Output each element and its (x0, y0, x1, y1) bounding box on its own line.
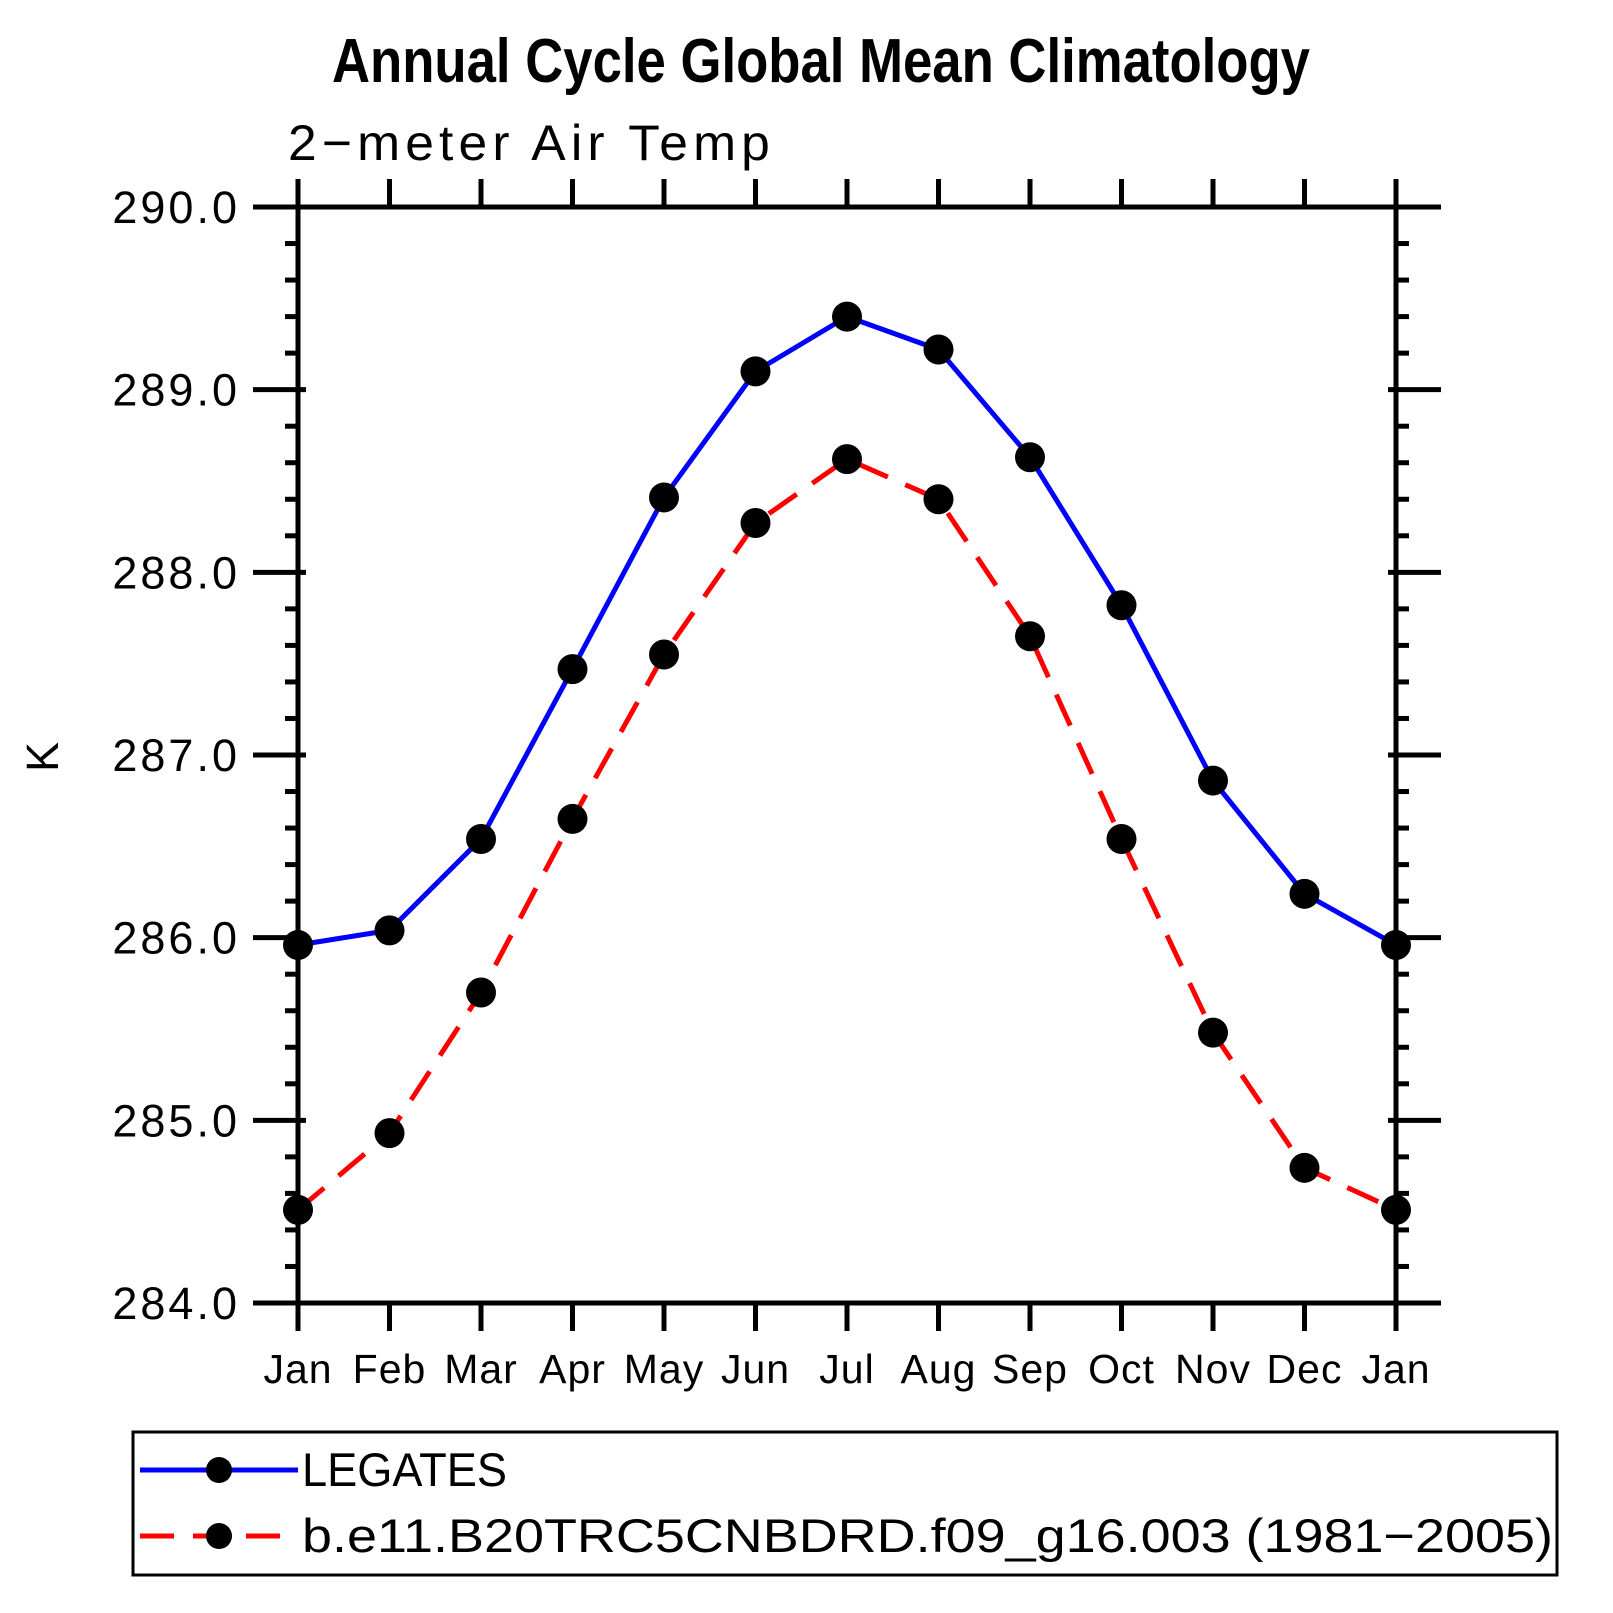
data-point (923, 334, 954, 365)
series-line-1 (296, 456, 1398, 1213)
data-point (1289, 878, 1320, 909)
data-point (557, 654, 588, 685)
legend: LEGATES b.e11.B20TRC5CNBDRD.f09_g16.003 (… (131, 1430, 1559, 1577)
data-point (649, 482, 679, 513)
legend-marker (206, 1457, 232, 1483)
x-tick-label: Jan (263, 1346, 332, 1392)
data-point (1106, 590, 1137, 621)
x-tick-label: Sep (992, 1346, 1068, 1392)
data-point (740, 356, 771, 387)
y-tick-label: 286.0 (112, 913, 240, 964)
series-line-0 (297, 314, 1398, 948)
x-tick-label: Nov (1175, 1346, 1251, 1392)
data-point (283, 1194, 313, 1225)
axes-layer: Jan Feb Mar Apr May Jun Jul Aug Sep Oct Nov Dec Jan 2… (112, 179, 1441, 1392)
x-tick-label: Apr (539, 1346, 606, 1392)
x-tick-label: Jun (721, 1346, 790, 1392)
data-point (1381, 1194, 1411, 1225)
y-tick-label: 289.0 (112, 365, 240, 416)
x-tick-label: Mar (444, 1346, 518, 1392)
legend-label: LEGATES (302, 1443, 507, 1496)
legend-marker (206, 1523, 232, 1549)
data-point (466, 977, 496, 1008)
y-tick-label: 285.0 (112, 1095, 240, 1146)
data-point (1198, 1017, 1228, 1048)
data-point (1381, 929, 1411, 960)
data-point (466, 824, 496, 855)
x-tick-label: Aug (901, 1346, 977, 1392)
data-point (740, 508, 771, 539)
data-point (1106, 824, 1137, 855)
data-point (1289, 1152, 1320, 1183)
x-tick-label: Feb (353, 1346, 427, 1392)
y-tick-label: 284.0 (112, 1278, 240, 1329)
data-point (649, 639, 679, 670)
data-point (832, 301, 862, 332)
data-point (923, 484, 954, 515)
data-point (832, 444, 862, 475)
x-tick-label: Jan (1361, 1346, 1430, 1392)
x-tick-label: Dec (1267, 1346, 1343, 1392)
x-tick-label: Jul (819, 1346, 874, 1392)
y-axis-label: K (17, 742, 68, 772)
data-point (1198, 765, 1228, 796)
data-point (374, 1118, 405, 1149)
y-tick-label: 288.0 (112, 547, 240, 598)
data-point (557, 803, 588, 834)
series-layer (283, 301, 1411, 1225)
x-tick-label: Oct (1088, 1346, 1155, 1392)
data-point (283, 929, 313, 960)
legend-box (131, 1430, 1559, 1577)
plot-frame (295, 204, 1399, 1306)
chart-title: Annual Cycle Global Mean Climatology (332, 27, 1310, 96)
data-point (374, 915, 405, 946)
x-tick-label: May (624, 1346, 704, 1392)
y-tick-label: 290.0 (112, 182, 240, 233)
data-point (1015, 442, 1045, 473)
legend-label: b.e11.B20TRC5CNBDRD.f09_g16.003 (1981−20… (302, 1509, 1553, 1562)
data-point (1015, 621, 1045, 652)
y-tick-label: 287.0 (112, 730, 240, 781)
chart-subtitle: 2−meter Air Temp (288, 115, 775, 171)
